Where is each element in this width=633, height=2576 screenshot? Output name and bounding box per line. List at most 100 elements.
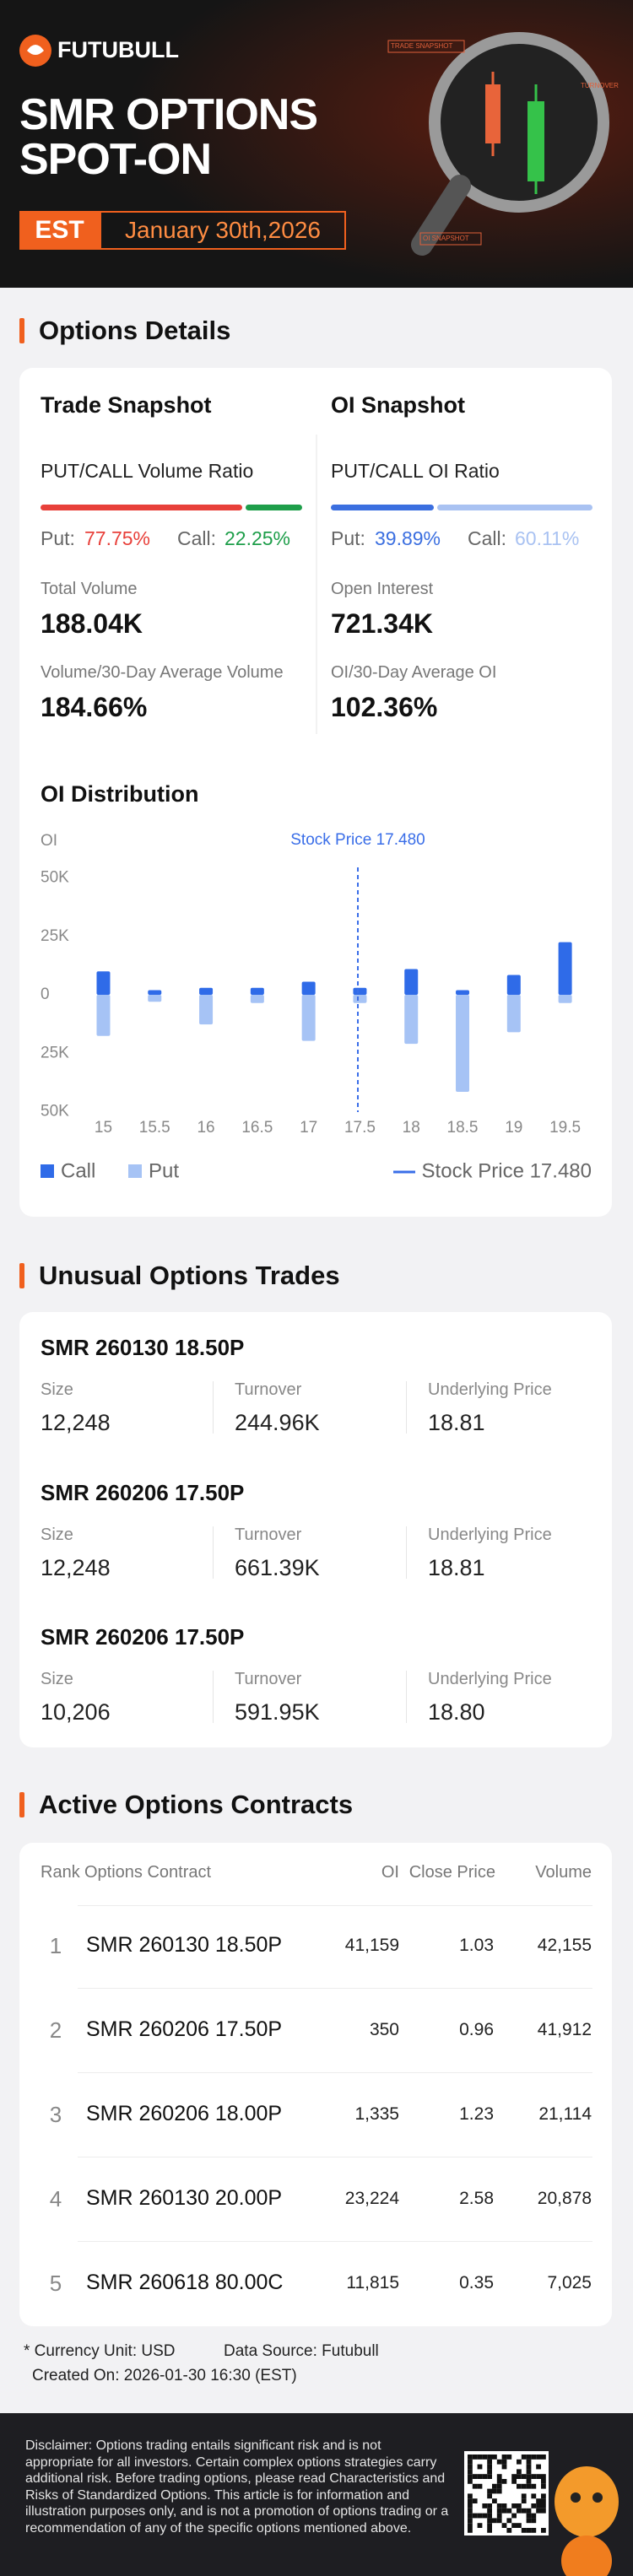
qr-cell: [501, 2464, 507, 2470]
row-separator: [78, 2241, 592, 2242]
mascot: [555, 2466, 619, 2537]
qr-cell: [501, 2503, 507, 2508]
x-tick-label: 16: [197, 1119, 214, 1137]
x-tick-label: 16.5: [241, 1119, 273, 1137]
heading-bar: [19, 1792, 24, 1817]
contract: SMR 260130 20.00P: [86, 2186, 283, 2210]
qr-cell: [468, 2528, 473, 2533]
x-tick-label: 19: [505, 1119, 522, 1137]
qr-cell: [511, 2513, 517, 2519]
qr-cell: [487, 2454, 492, 2460]
field-label: Size: [41, 1525, 73, 1544]
qr-cell: [526, 2513, 532, 2519]
snapshot-title: OI Snapshot: [331, 392, 466, 418]
qr-cell: [468, 2513, 473, 2519]
qr-cell: [531, 2454, 537, 2460]
divider: [406, 1671, 407, 1723]
qr-cell: [511, 2479, 517, 2484]
field-value: 18.81: [428, 1554, 485, 1580]
decor-label: TRADE SNAPSHOT: [391, 42, 453, 50]
chart-title: OI Distribution: [41, 781, 199, 807]
x-tick-label: 19.5: [549, 1119, 581, 1137]
qr-cell: [517, 2469, 522, 2475]
qr-cell: [517, 2474, 522, 2479]
card: [19, 1312, 612, 1747]
qr-cell: [526, 2528, 532, 2533]
qr-cell: [468, 2518, 473, 2524]
mascot-eye: [571, 2492, 581, 2503]
metric-value: 188.04K: [41, 608, 143, 639]
qr-cell: [506, 2508, 512, 2514]
footnote: * Currency Unit: USD: [24, 2342, 176, 2360]
qr-cell: [536, 2464, 541, 2470]
bar: [506, 975, 521, 995]
divider: [213, 1526, 214, 1579]
magnifier-handle: [411, 175, 471, 256]
put-value: 77.75%: [84, 527, 151, 549]
contract: SMR 260618 80.00C: [86, 2271, 284, 2294]
date: January 30th,2026: [100, 211, 346, 250]
qr-cell: [521, 2454, 527, 2460]
stock-price-label: Stock Price 17.480: [290, 831, 425, 849]
qr-cell: [501, 2459, 507, 2465]
cell: 350: [369, 2020, 399, 2039]
metric-label: Volume/30-Day Average Volume: [41, 663, 284, 682]
column-header: Options Contract: [84, 1863, 212, 1882]
cell: 23,224: [344, 2189, 399, 2208]
qr-cell: [536, 2498, 541, 2503]
x-tick-label: 15.5: [139, 1119, 170, 1137]
ratio-title: PUT/CALL Volume Ratio: [41, 460, 254, 482]
metric-label: Open Interest: [331, 580, 434, 598]
qr-cell: [496, 2483, 502, 2489]
y-tick-label: 50K: [41, 869, 69, 887]
field-label: Size: [41, 1380, 73, 1399]
ratio-bar: [246, 505, 302, 510]
qr-cell: [487, 2488, 492, 2494]
qr-cell: [511, 2503, 517, 2508]
section-heading: Active Options Contracts: [39, 1790, 354, 1819]
cell: 21,114: [538, 2104, 592, 2124]
bar: [96, 971, 111, 995]
qr-cell: [496, 2513, 502, 2519]
cell: 11,815: [346, 2273, 399, 2292]
contract: SMR 260206 17.50P: [86, 2017, 283, 2041]
qr-cell: [541, 2479, 546, 2484]
field-label: Underlying Price: [428, 1380, 552, 1399]
bar: [456, 990, 470, 995]
field-label: Underlying Price: [428, 1525, 552, 1544]
qr-cell: [531, 2474, 537, 2479]
legend-swatch: [41, 1164, 54, 1178]
disclaimer: Disclaimer: Options trading entails sign…: [25, 2438, 449, 2535]
field-label: Turnover: [235, 1525, 302, 1544]
qr-cell: [477, 2513, 483, 2519]
qr-cell: [487, 2464, 492, 2470]
qr-cell: [492, 2454, 497, 2460]
bar: [199, 987, 214, 995]
qr-cell: [506, 2518, 512, 2524]
contract: SMR 260130 18.50P: [86, 1933, 283, 1957]
qr-cell: [487, 2469, 492, 2475]
x-tick-label: 18.5: [447, 1119, 479, 1137]
qr-cell: [482, 2454, 488, 2460]
qr-cell: [526, 2454, 532, 2460]
qr-cell: [521, 2474, 527, 2479]
qr-cell: [496, 2459, 502, 2465]
put-value: 39.89%: [375, 527, 441, 549]
metric-label: OI/30-Day Average OI: [331, 663, 497, 682]
qr-cell: [477, 2474, 483, 2479]
metric-value: 184.66%: [41, 692, 148, 722]
decor-label: TURNOVER: [581, 82, 619, 89]
qr-cell: [521, 2493, 527, 2499]
qr-cell: [468, 2493, 473, 2499]
qr-cell: [517, 2523, 522, 2528]
qr-cell: [506, 2454, 512, 2460]
snapshot-title: Trade Snapshot: [41, 392, 212, 418]
field-value: 591.95K: [235, 1699, 320, 1725]
qr-cell: [541, 2483, 546, 2489]
row-separator: [78, 1905, 592, 1906]
qr-cell: [482, 2474, 488, 2479]
logo-mark: [27, 45, 44, 55]
column-header: Rank: [41, 1863, 80, 1882]
